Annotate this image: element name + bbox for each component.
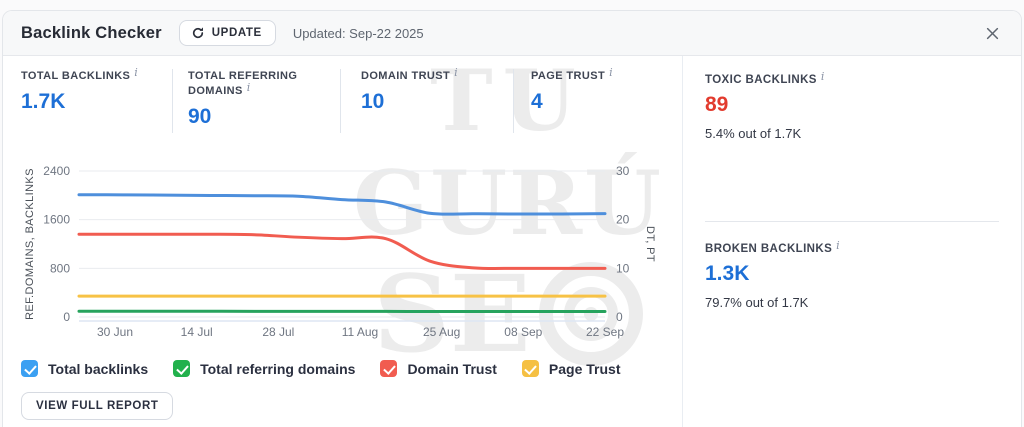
checkbox-icon (521, 360, 539, 377)
svg-text:10: 10 (616, 261, 630, 275)
metrics-row: TOTAL BACKLINKS i 1.7K TOTAL REFERRING DO… (21, 66, 682, 133)
legend-item-page-trust[interactable]: Page Trust (521, 360, 621, 377)
info-icon[interactable]: i (609, 66, 613, 79)
metric-page-trust: PAGE TRUST i 4 (514, 66, 682, 133)
svg-text:20: 20 (616, 213, 630, 227)
metric-total-referring-domains: TOTAL REFERRING DOMAINS i 90 (173, 69, 341, 133)
svg-text:2400: 2400 (43, 164, 70, 178)
svg-text:14 Jul: 14 Jul (181, 325, 213, 339)
broken-backlinks-label: BROKEN BACKLINKS (705, 243, 833, 255)
svg-text:REF.DOMAINS, BACKLINKS: REF.DOMAINS, BACKLINKS (24, 168, 36, 320)
svg-text:22 Sep: 22 Sep (586, 325, 624, 339)
metric-label: TOTAL BACKLINKS (21, 70, 131, 82)
info-icon[interactable]: i (454, 66, 459, 79)
svg-text:30 Jun: 30 Jun (97, 325, 133, 339)
metric-label: TOTAL REFERRING DOMAINS (188, 70, 298, 97)
svg-text:0: 0 (616, 310, 623, 324)
toxic-backlinks-label: TOXIC BACKLINKS (705, 74, 817, 86)
broken-backlinks-subtext: 79.7% out of 1.7K (705, 295, 809, 310)
svg-text:28 Jul: 28 Jul (262, 325, 294, 339)
header-bar: Backlink Checker UPDATE Updated: Sep-22 … (3, 11, 1021, 56)
info-icon[interactable]: i (134, 66, 139, 79)
metric-value: 4 (531, 89, 543, 113)
metric-value: 10 (361, 89, 385, 113)
broken-backlinks-block: BROKEN BACKLINKS i 1.3K 79.7% out of 1.7K (705, 222, 999, 310)
svg-text:25 Aug: 25 Aug (423, 325, 460, 339)
side-panel-divider (705, 221, 999, 222)
svg-text:DT, PT: DT, PT (644, 226, 656, 262)
legend-label: Page Trust (548, 360, 621, 377)
toxic-backlinks-subtext: 5.4% out of 1.7K (705, 126, 802, 141)
legend-item-domain-trust[interactable]: Domain Trust (380, 360, 497, 377)
legend-item-total-backlinks[interactable]: Total backlinks (21, 360, 148, 377)
chart-container: 0 800 1600 2400 0 10 20 30 30 Jun 14 Jul 28 Jul 11 … (21, 157, 682, 354)
legend-label: Domain Trust (407, 360, 497, 377)
svg-text:0: 0 (63, 310, 70, 324)
refresh-icon (192, 27, 203, 39)
metric-label: DOMAIN TRUST (361, 70, 451, 82)
legend-label: Total referring domains (200, 360, 356, 377)
body: TOTAL BACKLINKS i 1.7K TOTAL REFERRING DO… (3, 56, 1021, 427)
checkbox-icon (380, 360, 398, 377)
checkbox-icon (173, 360, 191, 377)
info-icon[interactable]: i (246, 80, 251, 94)
main-panel: TOTAL BACKLINKS i 1.7K TOTAL REFERRING DO… (3, 56, 682, 427)
close-icon[interactable] (982, 23, 1003, 44)
chart-legend: Total backlinks Total referring domains … (21, 360, 682, 377)
svg-text:11 Aug: 11 Aug (342, 325, 378, 339)
legend-item-total-referring-domains[interactable]: Total referring domains (173, 360, 355, 377)
checkbox-icon (21, 360, 38, 377)
update-button[interactable]: UPDATE (178, 20, 276, 46)
backlink-checker-card: TU GURÚ SE Backlink Checker UPDATE Updat… (2, 10, 1022, 427)
metric-domain-trust: DOMAIN TRUST i 10 (341, 66, 514, 133)
page-title: Backlink Checker (21, 23, 162, 42)
svg-text:30: 30 (616, 164, 630, 178)
broken-backlinks-value: 1.3K (705, 262, 750, 285)
legend-label: Total backlinks (48, 360, 149, 377)
svg-text:08 Sep: 08 Sep (504, 325, 542, 339)
view-full-report-button[interactable]: VIEW FULL REPORT (21, 392, 174, 420)
toxic-backlinks-block: TOXIC BACKLINKS i 89 5.4% out of 1.7K (705, 70, 999, 221)
svg-text:1600: 1600 (43, 213, 70, 227)
backlinks-trend-chart[interactable]: 0 800 1600 2400 0 10 20 30 30 Jun 14 Jul 28 Jul 11 … (21, 157, 676, 349)
metric-total-backlinks: TOTAL BACKLINKS i 1.7K (21, 66, 173, 133)
info-icon[interactable]: i (820, 70, 825, 83)
metric-value: 90 (188, 104, 212, 128)
update-button-label: UPDATE (211, 27, 262, 39)
toxic-backlinks-value: 89 (705, 93, 729, 116)
svg-text:800: 800 (50, 261, 70, 275)
last-updated-text: Updated: Sep-22 2025 (292, 25, 424, 41)
side-panel: TOXIC BACKLINKS i 89 5.4% out of 1.7K BRO… (682, 56, 1021, 427)
metric-label: PAGE TRUST (531, 70, 606, 82)
info-icon[interactable]: i (836, 239, 841, 252)
metric-value: 1.7K (21, 89, 66, 113)
